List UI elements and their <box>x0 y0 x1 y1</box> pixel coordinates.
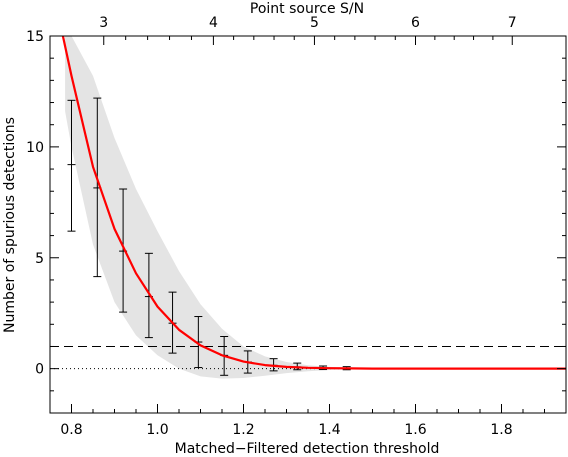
top-tick-label: 7 <box>508 15 517 31</box>
axis-tick-labels: 0.8 1.0 1.2 1.4 1.6 1.8 0 5 10 15 3 4 5 6 7 <box>26 15 517 438</box>
x-axis-title: Matched−Filtered detection threshold <box>175 441 440 457</box>
top-tick-label: 3 <box>99 15 108 31</box>
y-tick-label: 15 <box>26 29 44 45</box>
y-tick-label: 0 <box>35 362 44 378</box>
top-tick-label: 4 <box>209 15 218 31</box>
axis-ticks <box>50 35 566 414</box>
y-axis-title: Number of spurious detections <box>2 117 18 333</box>
y-tick-label: 5 <box>35 251 44 267</box>
x-tick-label: 1.6 <box>404 422 426 438</box>
x-tick-label: 1.2 <box>232 422 254 438</box>
top-tick-label: 5 <box>310 15 319 31</box>
fit-curve <box>61 35 566 370</box>
x-tick-label: 0.8 <box>60 422 82 438</box>
top-tick-label: 6 <box>411 15 420 31</box>
errorbar-point <box>194 316 203 369</box>
confidence-band <box>65 36 566 379</box>
x-tick-label: 1.8 <box>490 422 512 438</box>
fit-curve-line <box>61 35 566 370</box>
confidence-band-area <box>65 36 566 379</box>
reference-lines <box>50 345 566 370</box>
x-tick-label: 1.0 <box>146 422 168 438</box>
x-tick-label: 1.4 <box>318 422 340 438</box>
y-tick-label: 10 <box>26 140 44 156</box>
errorbar-point <box>67 99 76 232</box>
top-axis-title: Point source S/N <box>250 1 364 17</box>
